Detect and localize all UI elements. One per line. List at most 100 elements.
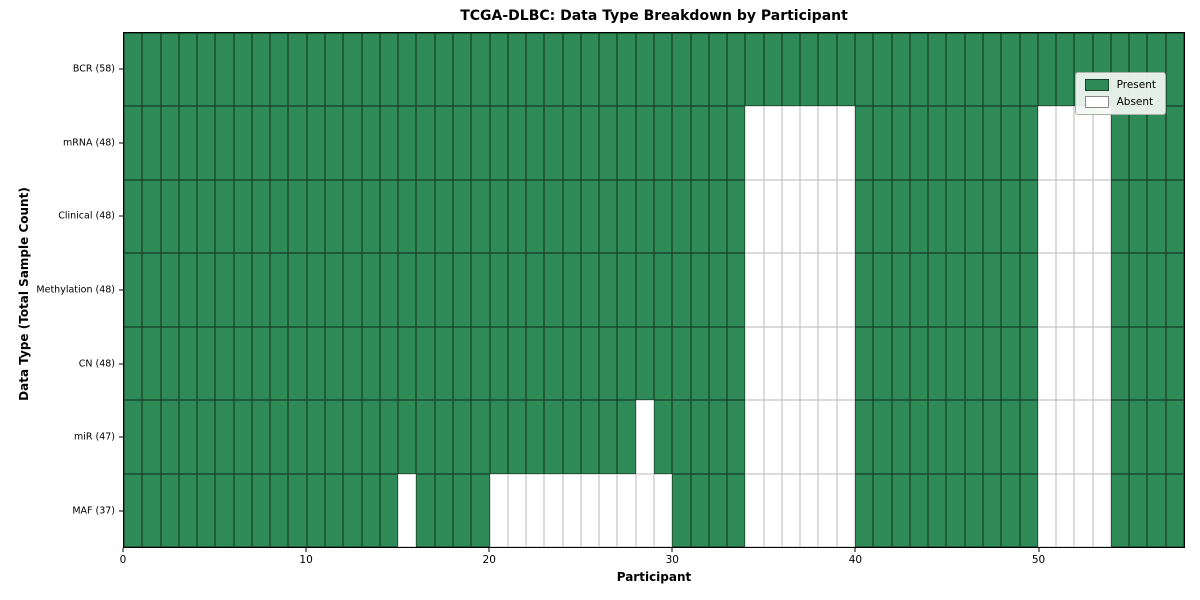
- heatmap-cell: [452, 179, 472, 254]
- heatmap-cell: [507, 473, 527, 547]
- heatmap-cell: [325, 400, 344, 474]
- heatmap-cell: [416, 33, 435, 107]
- heatmap-cell: [434, 106, 453, 180]
- heatmap-cell: [946, 253, 965, 327]
- heatmap-cell: [909, 400, 929, 474]
- heatmap-cell: [855, 179, 874, 254]
- heatmap-cell: [1147, 473, 1166, 547]
- heatmap-cell: [690, 400, 709, 474]
- heatmap-cell: [946, 179, 965, 254]
- heatmap-cell: [946, 106, 965, 180]
- heatmap-cell: [800, 400, 819, 474]
- heatmap-cell: [763, 473, 782, 547]
- heatmap-cell: [763, 179, 782, 254]
- heatmap-cell: [306, 253, 326, 327]
- y-axis-ticks: BCR (58) mRNA (48) Clinical (48) Methylatio…: [0, 32, 123, 548]
- heatmap-cell: [1129, 473, 1148, 547]
- heatmap-cell: [325, 326, 344, 401]
- heatmap-cell: [562, 473, 581, 547]
- heatmap-cell: [489, 400, 508, 474]
- heatmap-cell: [471, 253, 490, 327]
- heatmap-cell: [251, 400, 271, 474]
- heatmap-cell: [818, 253, 837, 327]
- heatmap-cell: [1037, 33, 1057, 107]
- heatmap-cell: [416, 106, 435, 180]
- heatmap-cell: [781, 326, 801, 401]
- x-tick-label: 20: [482, 554, 496, 566]
- heatmap-cell: [599, 326, 618, 401]
- heatmap-cell: [361, 106, 380, 180]
- heatmap-cell: [635, 106, 654, 180]
- heatmap-cell: [745, 33, 764, 107]
- heatmap-cell: [398, 106, 417, 180]
- heatmap-cell: [124, 473, 143, 547]
- heatmap-cell: [1147, 400, 1166, 474]
- heatmap-cell: [526, 253, 545, 327]
- heatmap-cell: [233, 473, 252, 547]
- heatmap-cell: [1056, 400, 1075, 474]
- heatmap-cell: [672, 179, 691, 254]
- heatmap-cell: [1129, 326, 1148, 401]
- heatmap-cell: [471, 33, 490, 107]
- heatmap-cell: [379, 33, 399, 107]
- heatmap-cell: [379, 106, 399, 180]
- heatmap-cell: [398, 33, 417, 107]
- heatmap-cell: [160, 400, 179, 474]
- heatmap-cell: [434, 253, 453, 327]
- x-tick-label: 0: [119, 554, 127, 566]
- heatmap-cell: [781, 400, 801, 474]
- heatmap-cell: [672, 473, 691, 547]
- heatmap-cell: [178, 33, 198, 107]
- heatmap-cell: [325, 33, 344, 107]
- heatmap-cell: [928, 473, 947, 547]
- heatmap-cell: [690, 106, 709, 180]
- heatmap-cell: [361, 400, 380, 474]
- heatmap-cell: [855, 400, 874, 474]
- heatmap-cell: [215, 400, 234, 474]
- heatmap-cell: [288, 253, 307, 327]
- heatmap-cell: [727, 179, 746, 254]
- heatmap-cell: [124, 326, 143, 401]
- heatmap-cell: [1165, 33, 1184, 107]
- heatmap-cell: [251, 33, 271, 107]
- heatmap-cell: [233, 253, 252, 327]
- heatmap-cell: [982, 179, 1002, 254]
- y-tick-mark: [119, 215, 123, 217]
- heatmap-cell: [1019, 326, 1038, 401]
- heatmap-cell: [672, 106, 691, 180]
- heatmap-cell: [909, 33, 929, 107]
- x-tick-mark: [671, 548, 673, 552]
- y-tick-mark: [119, 510, 123, 512]
- heatmap-cell: [251, 253, 271, 327]
- heatmap-cell: [855, 326, 874, 401]
- legend-swatch-present: [1084, 79, 1109, 91]
- heatmap-cell: [1001, 400, 1020, 474]
- heatmap-cell: [526, 326, 545, 401]
- heatmap-cell: [873, 473, 892, 547]
- heatmap-cell: [964, 326, 983, 401]
- heatmap-cell: [1092, 179, 1111, 254]
- heatmap-cell: [964, 400, 983, 474]
- heatmap-cell: [288, 33, 307, 107]
- heatmap-cell: [763, 326, 782, 401]
- heatmap-cell: [690, 33, 709, 107]
- heatmap-cell: [745, 400, 764, 474]
- heatmap-cell: [471, 473, 490, 547]
- heatmap-cell: [909, 326, 929, 401]
- heatmap-cell: [526, 179, 545, 254]
- heatmap-cell: [124, 253, 143, 327]
- heatmap-cell: [142, 106, 161, 180]
- heatmap-cell: [526, 400, 545, 474]
- heatmap-cell: [763, 106, 782, 180]
- heatmap-cell: [507, 33, 527, 107]
- x-tick-mark: [488, 548, 490, 552]
- heatmap-cell: [270, 179, 289, 254]
- heatmap-cell: [1037, 253, 1057, 327]
- heatmap-cell: [800, 106, 819, 180]
- heatmap-cell: [653, 179, 673, 254]
- heatmap-cell: [891, 473, 910, 547]
- heatmap-cell: [325, 473, 344, 547]
- heatmap-cell: [306, 33, 326, 107]
- heatmap-cell: [215, 473, 234, 547]
- x-tick-mark: [122, 548, 124, 552]
